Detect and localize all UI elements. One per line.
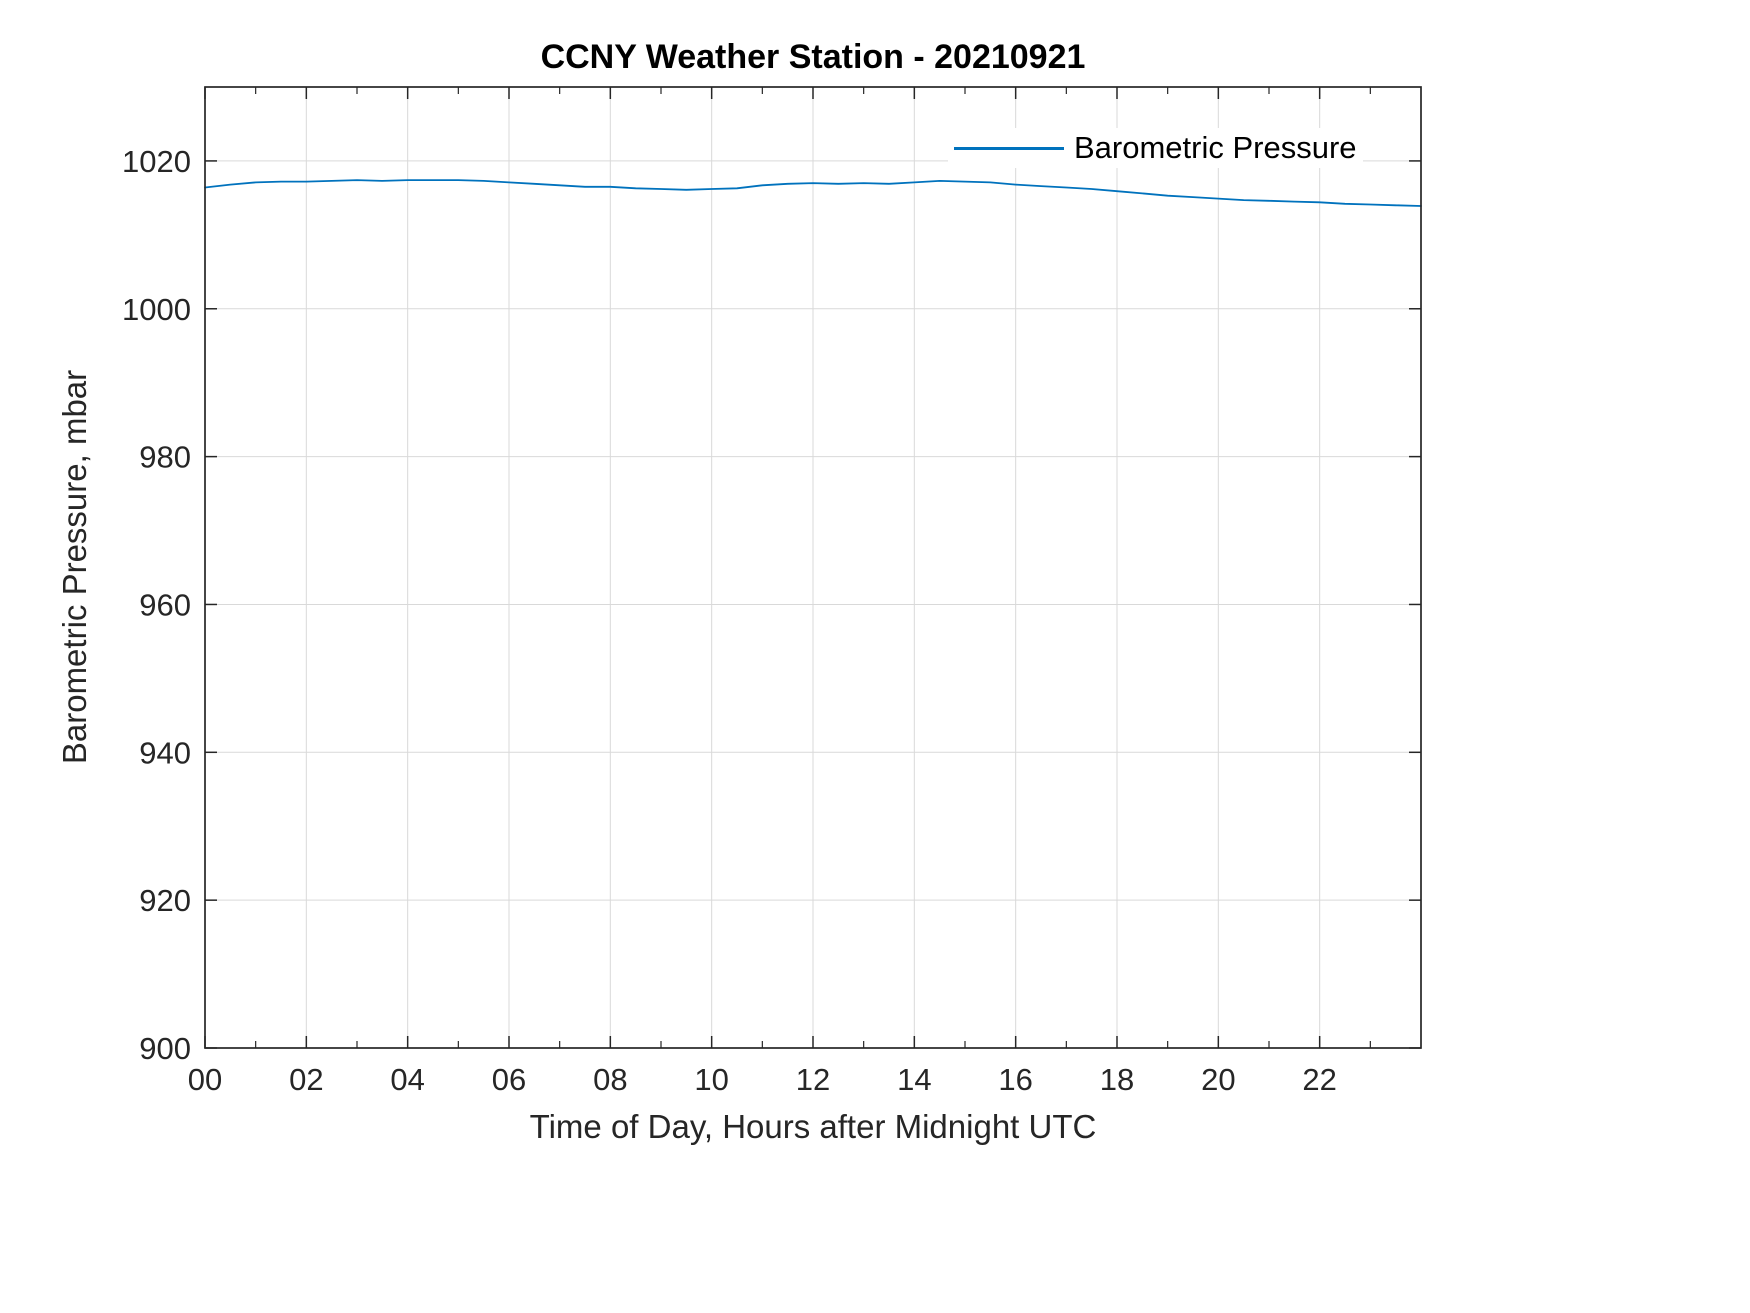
y-tick-label: 960 [139, 587, 191, 622]
x-tick-label: 02 [289, 1062, 323, 1097]
y-tick-label: 900 [139, 1031, 191, 1066]
pressure-line-series [204, 179, 1422, 207]
x-tick-label: 16 [998, 1062, 1032, 1097]
x-tick-label: 14 [897, 1062, 931, 1097]
x-tick-label: 10 [694, 1062, 728, 1097]
x-tick-label: 04 [390, 1062, 424, 1097]
legend-line-sample [954, 146, 1064, 150]
x-tick-label: 18 [1100, 1062, 1134, 1097]
x-tick-label: 12 [796, 1062, 830, 1097]
y-tick-label: 1020 [122, 144, 191, 179]
x-tick-label: 22 [1302, 1062, 1336, 1097]
y-axis-label: Barometric Pressure, mbar [56, 369, 93, 765]
x-tick-label: 20 [1201, 1062, 1235, 1097]
legend: Barometric Pressure [948, 128, 1363, 168]
y-tick-label: 920 [139, 883, 191, 918]
x-tick-label: 00 [188, 1062, 222, 1097]
y-tick-label: 940 [139, 735, 191, 770]
chart-title: CCNY Weather Station - 20210921 [540, 38, 1086, 76]
y-tick-label: 1000 [122, 292, 191, 327]
y-tick-label: 980 [139, 440, 191, 475]
x-axis-label: Time of Day, Hours after Midnight UTC [529, 1108, 1097, 1145]
legend-entry-label: Barometric Pressure [1074, 130, 1357, 165]
x-tick-label: 06 [492, 1062, 526, 1097]
x-tick-label: 08 [593, 1062, 627, 1097]
